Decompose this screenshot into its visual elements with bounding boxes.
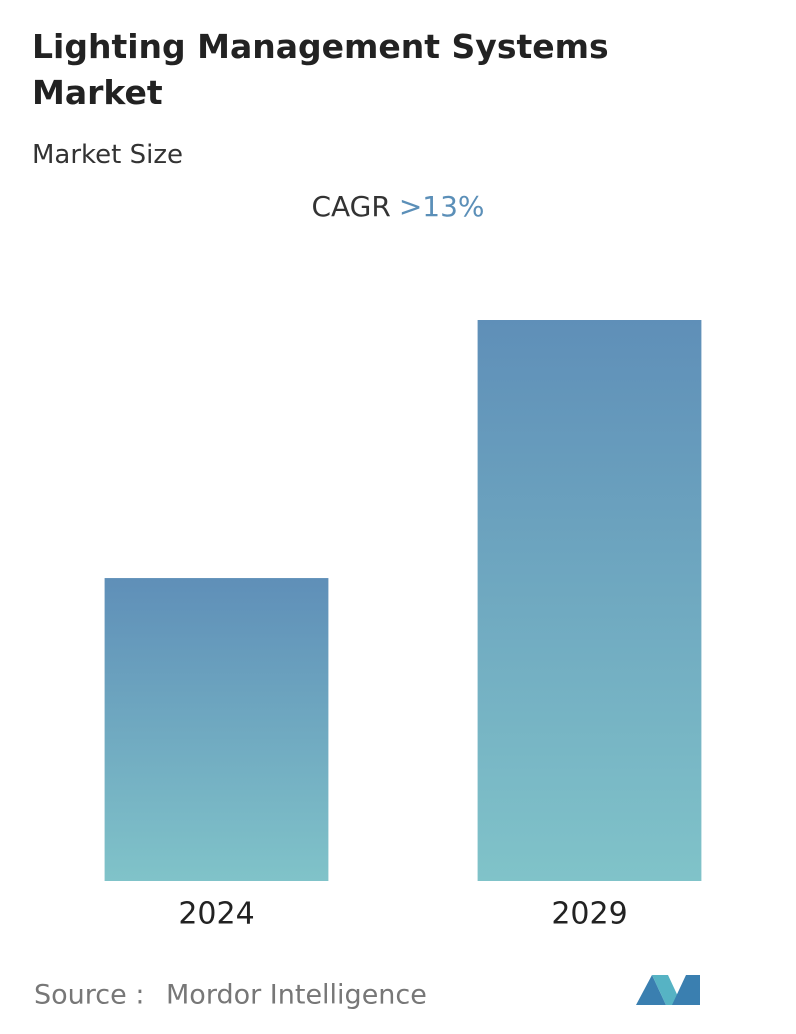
- chart-title: Lighting Management Systems Market: [32, 27, 609, 112]
- cagr-value: >13%: [399, 190, 485, 223]
- chart-subtitle: Market Size: [32, 140, 184, 170]
- bar: [104, 578, 329, 881]
- bar: [477, 320, 702, 881]
- cagr: CAGR >13%: [311, 190, 484, 223]
- logo: [636, 975, 700, 1005]
- cagr-label: CAGR: [311, 190, 390, 223]
- x-tick-label: 2024: [178, 897, 254, 932]
- source: Mordor Intelligence: [166, 980, 427, 1011]
- source-label: Source :: [34, 980, 144, 1011]
- x-tick-label: 2029: [551, 897, 627, 932]
